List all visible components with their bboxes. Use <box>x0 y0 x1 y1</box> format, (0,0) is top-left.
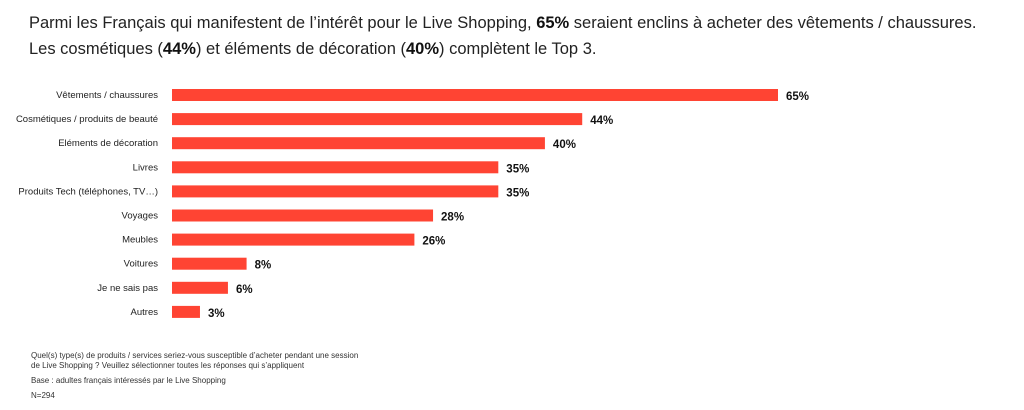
bar <box>172 137 545 150</box>
bar <box>172 209 434 222</box>
headline-text: ) et éléments de décoration ( <box>195 40 406 58</box>
survey-question: Quel(s) type(s) de produits / services s… <box>31 351 359 370</box>
bar <box>172 305 200 318</box>
value-label: 8% <box>255 260 272 272</box>
category-label: Autres <box>131 307 159 318</box>
bar <box>172 161 499 174</box>
bar <box>172 281 228 294</box>
bar <box>172 113 583 126</box>
value-label: 40% <box>553 139 576 151</box>
headline-text: seraient enclins à acheter des vêtements… <box>569 14 977 32</box>
footnotes: Quel(s) type(s) de produits / services s… <box>31 351 431 406</box>
category-label: Eléments de décoration <box>58 138 158 149</box>
headline-highlight: 65% <box>536 14 570 32</box>
headline-highlight: 44% <box>162 40 196 58</box>
category-label: Voyages <box>122 211 159 222</box>
bar-chart: Vêtements / chaussures 65% Cosmétiques / p… <box>16 89 809 320</box>
bar <box>172 185 499 198</box>
category-label: Cosmétiques / produits de beauté <box>16 114 158 125</box>
sample-size: N=294 <box>31 391 55 400</box>
value-label: 6% <box>236 284 253 296</box>
category-label: Vêtements / chaussures <box>56 90 158 101</box>
value-label: 44% <box>590 115 613 127</box>
value-label: 3% <box>208 308 225 320</box>
headline-line-1: Parmi les Français qui manifestent de l’… <box>29 10 1009 36</box>
bar <box>172 233 415 246</box>
survey-base: Base : adultes français intéressés par l… <box>31 376 226 385</box>
category-label: Meubles <box>122 235 158 246</box>
bar <box>172 89 778 101</box>
category-label: Voitures <box>124 259 159 270</box>
headline-highlight: 40% <box>405 40 439 58</box>
value-label: 26% <box>422 236 445 248</box>
headline-text: ) complètent le Top 3. <box>439 40 597 58</box>
headline-text: Les cosmétiques ( <box>29 40 163 58</box>
category-label: Je ne sais pas <box>97 283 158 294</box>
value-label: 28% <box>441 212 464 224</box>
category-label: Produits Tech (téléphones, TV…) <box>18 186 158 197</box>
category-label: Livres <box>133 162 159 173</box>
headline-text: Parmi les Français qui manifestent de l’… <box>29 14 537 32</box>
value-label: 35% <box>506 187 529 199</box>
value-label: 65% <box>786 91 809 103</box>
bar <box>172 257 247 270</box>
headline: Parmi les Français qui manifestent de l’… <box>29 10 1009 62</box>
headline-line-2: Les cosmétiques (44%) et éléments de déc… <box>29 36 1009 62</box>
value-label: 35% <box>506 163 529 175</box>
